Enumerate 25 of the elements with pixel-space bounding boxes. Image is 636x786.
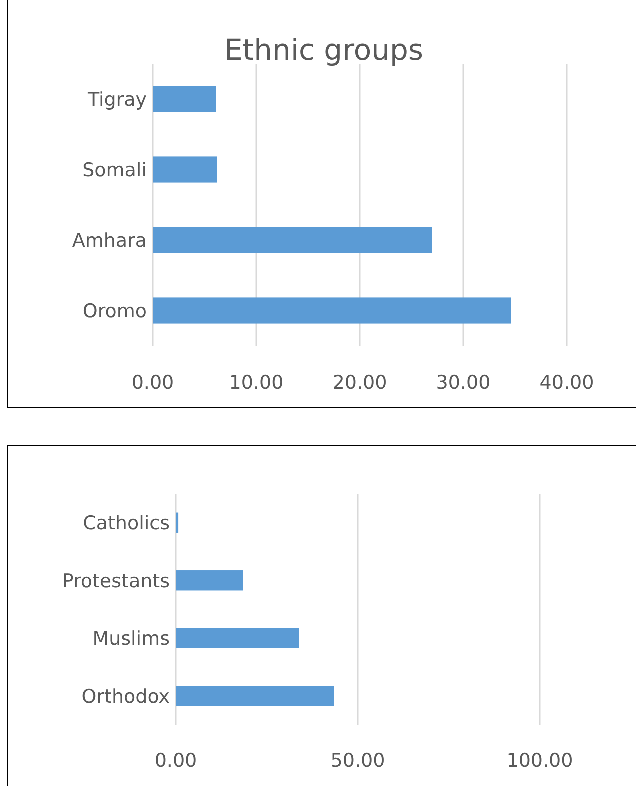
- chart-title: Ethnic groups: [224, 33, 424, 67]
- y-tick-label: Somali: [82, 159, 147, 182]
- y-tick-label: Amhara: [72, 230, 147, 252]
- x-tick-label: 20.00: [332, 372, 388, 394]
- x-tick-label: 50.00: [330, 750, 386, 772]
- x-tick-label: 40.00: [540, 372, 594, 394]
- x-tick-label: 100.00: [506, 750, 574, 772]
- bar: [176, 686, 334, 706]
- x-tick-label: 0.00: [132, 372, 174, 394]
- bar: [176, 570, 244, 591]
- bar: [153, 156, 218, 183]
- bar: [153, 86, 216, 112]
- x-tick-label: 10.00: [229, 372, 284, 394]
- y-tick-label: Oromo: [82, 300, 147, 322]
- bar: [176, 628, 300, 648]
- y-tick-label: Protestants: [62, 570, 170, 592]
- x-tick-label: 0.00: [154, 750, 198, 772]
- bar: [153, 227, 432, 254]
- y-tick-label: Catholics: [83, 512, 170, 535]
- bar: [176, 512, 179, 533]
- y-tick-label: Tigray: [86, 88, 147, 111]
- y-tick-label: Orthodox: [82, 686, 170, 708]
- x-tick-label: 30.00: [436, 372, 491, 394]
- y-tick-label: Muslims: [92, 628, 170, 650]
- bar: [153, 298, 512, 324]
